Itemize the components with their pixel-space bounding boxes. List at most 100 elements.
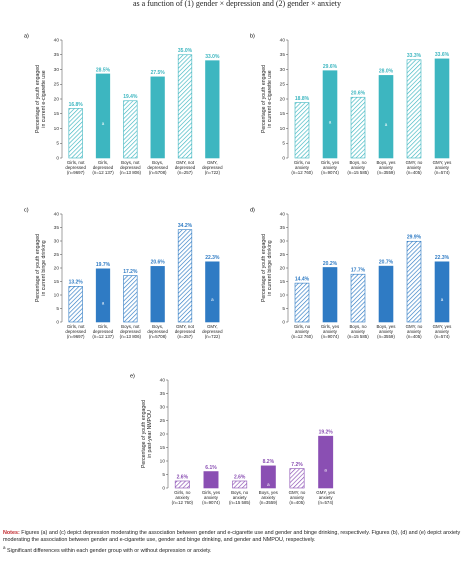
- x-tick-label: Boys, depressed (n=5708): [147, 324, 168, 340]
- significance-marker: a: [267, 482, 270, 487]
- notes: Notes: Figures (a) and (c) depict depres…: [3, 530, 471, 555]
- page-title: as a function of (1) gender × depression…: [132, 0, 342, 8]
- bar: [260, 465, 276, 489]
- x-tick-label: GMY, yes anxiety (n=574): [432, 324, 452, 340]
- x-tick-label: Girls, yes anxiety (n=9074): [320, 324, 340, 340]
- bar: [322, 267, 338, 323]
- value-label: 34.2%: [178, 223, 193, 229]
- value-label: 22.3%: [205, 255, 220, 261]
- x-tick-label: Girls, depressed (n=12 137): [92, 160, 114, 176]
- x-tick-label: Girls, depressed (n=12 137): [92, 324, 114, 340]
- significance-marker: a: [329, 120, 332, 125]
- x-tick-label: Boys, yes anxiety (n=3559): [376, 160, 396, 176]
- value-label: 17.2%: [123, 269, 138, 275]
- y-tick-label: 10: [160, 458, 166, 464]
- y-tick-label: 10: [54, 292, 60, 298]
- value-label: 20.6%: [351, 91, 366, 97]
- y-tick-label: 30: [54, 238, 60, 244]
- x-tick-label: Girls, not depressed (n=9697): [65, 324, 86, 340]
- x-tick-label: Boys, not depressed (n=13 806): [119, 324, 141, 340]
- significance-marker: a: [102, 121, 105, 126]
- notes-label: Notes:: [3, 530, 20, 536]
- bar: [434, 58, 450, 159]
- bar: [289, 468, 305, 489]
- y-tick-label: 15: [54, 111, 60, 117]
- y-tick-label: 15: [280, 111, 286, 117]
- y-tick-label: 5: [56, 306, 59, 312]
- bar: [322, 70, 338, 159]
- value-label: 19.4%: [123, 94, 138, 100]
- value-label: 19.7%: [96, 262, 111, 268]
- y-axis-label: Percentage of youth engaged in current e…: [261, 64, 273, 134]
- y-tick-label: 15: [160, 445, 166, 451]
- x-tick-label: Boys, yes anxiety (n=3559): [258, 490, 278, 506]
- y-tick-label: 30: [54, 67, 60, 73]
- x-tick-label: Boys, no anxiety (n=15 585): [347, 160, 369, 176]
- bar: [378, 75, 394, 159]
- y-tick-label: 30: [280, 238, 286, 244]
- value-label: 6.1%: [205, 465, 217, 471]
- value-label: 33.6%: [435, 52, 450, 58]
- value-label: 20.7%: [379, 259, 394, 265]
- footnote-marker: a: [3, 544, 6, 550]
- significance-marker: a: [441, 297, 444, 302]
- x-tick-label: GMY, yes anxiety (n=574): [316, 490, 336, 506]
- x-tick-label: Boys, yes anxiety (n=3559): [376, 324, 396, 340]
- value-label: 27.5%: [151, 70, 166, 76]
- bar: [123, 275, 138, 323]
- y-tick-label: 40: [280, 37, 286, 43]
- value-label: 7.2%: [291, 462, 303, 468]
- y-axis-label: Percentage of youth engaged in current e…: [35, 64, 47, 134]
- bar: [68, 286, 83, 323]
- y-axis-label: Percentage of youth engaged in current b…: [261, 233, 273, 303]
- y-tick-label: 25: [160, 418, 166, 424]
- x-tick-label: Girls, no anxiety (n=12 760): [291, 324, 313, 340]
- y-tick-label: 20: [280, 96, 286, 102]
- x-tick-label: Girls, no anxiety (n=12 760): [171, 490, 193, 506]
- y-tick-label: 30: [280, 67, 286, 73]
- panel-label: b): [250, 33, 255, 39]
- y-axis-label: Percentage of youth engaged in current b…: [35, 233, 47, 303]
- y-tick-label: 35: [54, 52, 60, 58]
- y-tick-label: 25: [54, 82, 60, 88]
- x-tick-label: GMY, no anxiety (n=405): [405, 324, 423, 340]
- significance-marker: a: [102, 301, 105, 306]
- panel-label: a): [24, 33, 29, 39]
- x-tick-label: Boys, no anxiety (n=15 585): [347, 324, 369, 340]
- value-label: 29.6%: [323, 64, 338, 70]
- bar: [68, 108, 83, 159]
- y-tick-label: 20: [160, 431, 166, 437]
- y-tick-label: 15: [54, 279, 60, 285]
- bar: [350, 273, 366, 323]
- bar: [150, 266, 165, 323]
- value-label: 28.0%: [379, 69, 394, 75]
- y-tick-label: 25: [280, 252, 286, 258]
- bar: [434, 261, 450, 323]
- value-label: 29.9%: [407, 235, 422, 241]
- y-tick-label: 5: [282, 306, 285, 312]
- x-tick-label: GMY, no anxiety (n=405): [288, 490, 306, 506]
- y-tick-label: 25: [280, 82, 286, 88]
- bar: [150, 76, 165, 159]
- y-tick-label: 5: [56, 141, 59, 147]
- y-tick-label: 20: [280, 265, 286, 271]
- y-tick-label: 25: [54, 252, 60, 258]
- bar: [232, 480, 248, 489]
- y-tick-label: 15: [280, 279, 286, 285]
- value-label: 8.2%: [263, 459, 275, 465]
- value-label: 17.7%: [351, 268, 366, 274]
- value-label: 18.8%: [295, 96, 310, 102]
- y-tick-label: 0: [282, 319, 285, 325]
- footnote: Significant differences within each gend…: [7, 547, 212, 554]
- bar: [177, 54, 193, 159]
- value-label: 35.0%: [178, 48, 193, 54]
- bar: [406, 240, 422, 323]
- y-tick-label: 10: [54, 126, 60, 132]
- value-label: 33.0%: [205, 54, 220, 60]
- y-tick-label: 5: [162, 472, 165, 478]
- value-label: 13.2%: [69, 280, 84, 286]
- y-tick-label: 20: [54, 96, 60, 102]
- y-tick-label: 35: [280, 225, 286, 231]
